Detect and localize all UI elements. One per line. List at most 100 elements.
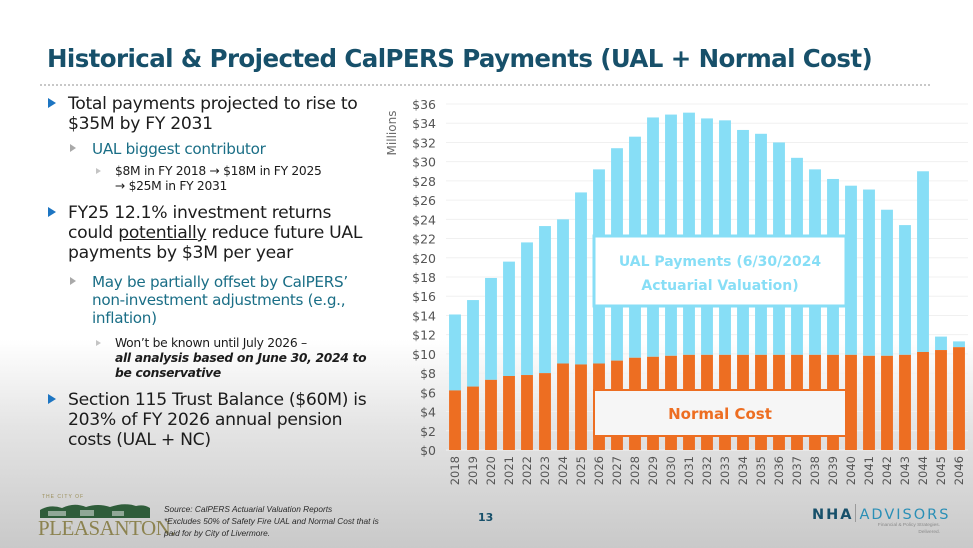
payments-chart: $0 $2 $4 $6 $8 $10 $12 $14 $16 $18 $20 $22 $24 $26 $28…: [385, 97, 968, 485]
x-axis-ticks: 2018 2019 2020 2021 2022 2023 2024 2025 2026 2027…: [448, 456, 966, 485]
bar-ual-2021: [503, 261, 515, 376]
bar-ual-2045: [935, 336, 947, 351]
x-tick-label: 2026: [592, 456, 606, 485]
underlined-word: potentially: [118, 223, 207, 243]
y-axis-label: Millions: [385, 111, 399, 156]
sub-sub-bullet-ual-growth: $8M in FY 2018 → $18M in FY 2025 → $25M …: [48, 164, 378, 194]
slide-title: Historical & Projected CalPERS Payments …: [47, 44, 873, 73]
y-tick-label: $8: [420, 366, 436, 381]
x-tick-label: 2046: [952, 456, 966, 485]
bar-ual-2042: [881, 209, 893, 356]
y-tick-label: $28: [412, 174, 436, 189]
y-tick-label: $4: [420, 405, 436, 420]
bar-ual-2025: [575, 192, 587, 365]
bar-normal-cost-2042: [881, 355, 893, 450]
bar-ual-2020: [485, 277, 497, 380]
ual-label-line1: UAL Payments (6/30/2024: [619, 254, 822, 270]
logo-divider: [854, 504, 856, 522]
nha-tagline: Financial & Policy Strategies. Delivered…: [877, 523, 940, 535]
x-tick-label: 2036: [772, 456, 786, 485]
x-tick-label: 2041: [862, 456, 876, 485]
title-divider: [40, 84, 930, 86]
bar-normal-cost-2040: [845, 354, 857, 450]
bar-ual-2031: [683, 112, 695, 355]
bar-ual-2044: [917, 171, 929, 352]
y-tick-label: $20: [412, 251, 436, 266]
bar-normal-cost-2045: [935, 350, 947, 450]
bar-normal-cost-2041: [863, 355, 875, 450]
x-tick-label: 2038: [808, 456, 822, 485]
exclusion-note-2: paid for by City of Livermore.: [164, 528, 271, 538]
bar-normal-cost-2018: [449, 390, 461, 450]
bar-normal-cost-2046: [953, 347, 965, 450]
sub-bullet-marker-icon: [70, 144, 76, 152]
x-tick-label: 2018: [448, 456, 462, 485]
bar-ual-2041: [863, 189, 875, 356]
bullet-investment-returns: FY25 12.1% investment returns could pote…: [48, 203, 378, 263]
x-tick-label: 2034: [736, 456, 750, 485]
bullet-marker-icon: [48, 207, 56, 217]
y-tick-label: $36: [412, 97, 436, 112]
bullet-trust-balance: Section 115 Trust Balance ($60M) is 203%…: [48, 390, 378, 450]
x-tick-label: 2024: [556, 456, 570, 485]
sub-bullet-offset: May be partially offset by CalPERS’ non-…: [48, 273, 378, 327]
x-tick-label: 2028: [628, 456, 642, 485]
x-tick-label: 2040: [844, 456, 858, 485]
x-tick-label: 2039: [826, 456, 840, 485]
bar-normal-cost-2025: [575, 364, 587, 450]
y-tick-label: $6: [420, 385, 436, 400]
x-tick-label: 2029: [646, 456, 660, 485]
sub-sub-bullet-marker-icon: [96, 168, 101, 174]
bar-ual-2019: [467, 300, 479, 387]
sub-sub-bullet-marker-icon: [96, 340, 101, 346]
y-tick-label: $2: [420, 424, 436, 439]
y-tick-label: $18: [412, 270, 436, 285]
y-tick-label: $0: [420, 443, 436, 458]
ual-label-line2: Actuarial Valuation): [641, 278, 798, 294]
x-tick-label: 2025: [574, 456, 588, 485]
x-tick-label: 2033: [718, 456, 732, 485]
y-tick-label: $12: [412, 328, 436, 343]
bar-ual-2043: [899, 225, 911, 355]
bullet-marker-icon: [48, 394, 56, 404]
x-tick-label: 2032: [700, 456, 714, 485]
pleasanton-logo: THE CITY OF PLEASANTON.: [38, 494, 176, 540]
bar-normal-cost-2044: [917, 351, 929, 450]
y-tick-label: $24: [412, 212, 436, 227]
y-tick-label: $14: [412, 308, 436, 323]
y-axis-ticks: $0 $2 $4 $6 $8 $10 $12 $14 $16 $18 $20 $22 $24 $26 $28…: [412, 97, 436, 458]
x-tick-label: 2027: [610, 456, 624, 485]
bar-normal-cost-2021: [503, 375, 515, 450]
y-tick-label: $10: [412, 347, 436, 362]
x-tick-label: 2023: [538, 456, 552, 485]
sub-bullet-marker-icon: [70, 277, 76, 285]
page-number: 13: [478, 511, 494, 524]
sub-bullet-ual-contributor: UAL biggest contributor: [48, 140, 378, 158]
y-tick-label: $32: [412, 135, 436, 150]
ual-legend-box: UAL Payments (6/30/2024 Actuarial Valuat…: [592, 234, 848, 308]
x-tick-label: 2019: [466, 456, 480, 485]
exclusion-note-1: *Excludes 50% of Safety Fire UAL and Nor…: [164, 516, 379, 526]
x-tick-label: 2031: [682, 456, 696, 485]
bar-normal-cost-2023: [539, 373, 551, 450]
bar-ual-2022: [521, 242, 533, 376]
bar-ual-2018: [449, 314, 461, 391]
bullet-total-payments: Total payments projected to rise to $35M…: [48, 94, 378, 134]
x-tick-label: 2035: [754, 456, 768, 485]
x-tick-label: 2030: [664, 456, 678, 485]
bar-ual-2040: [845, 185, 857, 355]
x-tick-label: 2021: [502, 456, 516, 485]
x-tick-label: 2022: [520, 456, 534, 485]
x-tick-label: 2020: [484, 456, 498, 485]
skyline-icon: [40, 504, 150, 518]
x-tick-label: 2042: [880, 456, 894, 485]
x-tick-label: 2037: [790, 456, 804, 485]
bar-ual-2023: [539, 226, 551, 374]
bar-normal-cost-2019: [467, 386, 479, 450]
normal-cost-legend-box: Normal Cost: [593, 389, 847, 437]
bullet-list: Total payments projected to rise to $35M…: [48, 94, 378, 456]
nha-advisors-logo: NHA ADVISORS: [812, 504, 950, 523]
bullet-marker-icon: [48, 98, 56, 108]
bar-normal-cost-2020: [485, 379, 497, 450]
sub-sub-bullet-conservative: Won’t be known until July 2026 – all ana…: [48, 336, 378, 381]
